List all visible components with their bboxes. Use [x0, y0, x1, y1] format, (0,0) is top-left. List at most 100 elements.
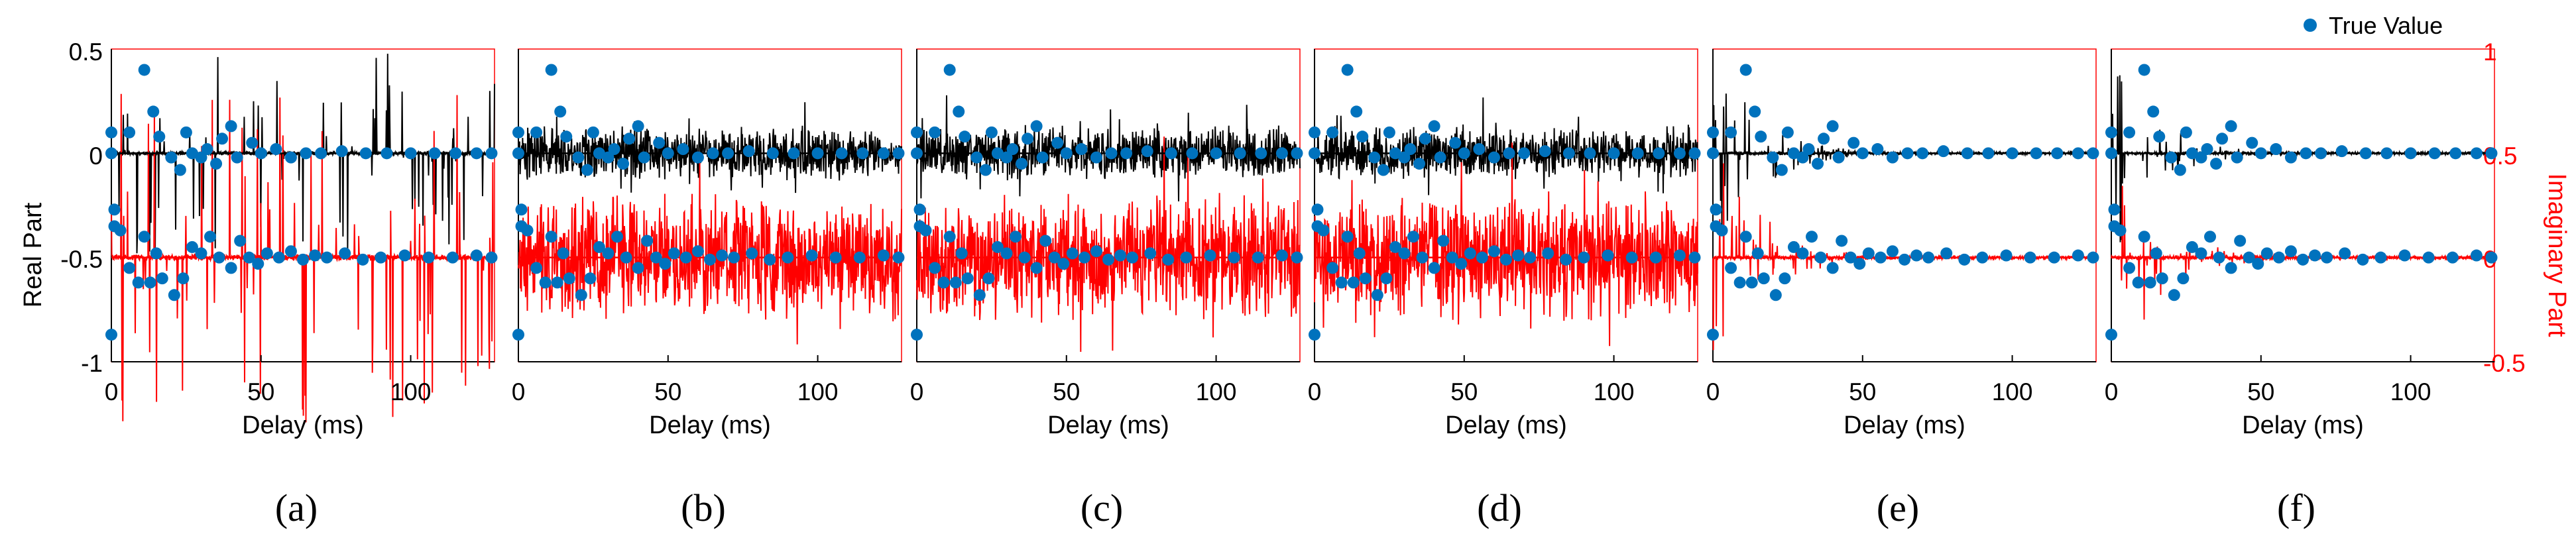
true-value-point-real [1377, 164, 1389, 176]
true-value-point-real [1755, 131, 1767, 143]
true-value-point-real [2201, 143, 2213, 156]
true-value-point-real [707, 147, 719, 160]
true-value-point-imag [1347, 276, 1360, 289]
true-value-point-imag [2213, 251, 2225, 264]
true-value-point-real [195, 151, 207, 164]
true-value-point-real [1707, 126, 1719, 138]
true-value-point-real [255, 147, 267, 160]
true-value-point-real [1356, 131, 1369, 143]
true-value-point-real [1818, 133, 1830, 145]
true-value-point-imag [1010, 231, 1022, 243]
true-value-point-real [2216, 133, 2229, 145]
true-value-point-real [722, 147, 734, 160]
true-value-point-imag [2156, 272, 2168, 285]
true-value-point-imag [1602, 249, 1614, 262]
true-value-point-real [593, 147, 605, 160]
true-value-point-imag [764, 253, 776, 266]
true-value-point-imag [853, 251, 866, 264]
true-value-point-imag [1649, 251, 1662, 264]
true-value-point-real [180, 126, 192, 138]
true-value-point-imag [782, 251, 794, 264]
true-value-point-imag [1291, 251, 1303, 264]
true-value-point-real [1847, 136, 1860, 149]
true-value-point-imag [961, 272, 974, 285]
true-value-point-real [1368, 151, 1381, 164]
panel-label: (a) [275, 486, 318, 529]
true-value-point-imag [829, 251, 842, 264]
true-value-point-real [1781, 126, 1794, 138]
true-value-point-imag [138, 231, 150, 243]
true-value-point-imag [1371, 289, 1383, 301]
true-value-point-real [911, 147, 923, 160]
true-value-point-real [2123, 126, 2136, 138]
true-value-point-imag [1853, 258, 1866, 270]
true-value-point-real [2108, 203, 2121, 216]
true-value-point-real [1739, 64, 1752, 76]
true-value-point-imag [1886, 245, 1899, 258]
true-value-point-imag [1578, 251, 1590, 264]
true-value-point-imag [1018, 251, 1031, 264]
true-value-point-real [2030, 147, 2042, 160]
true-value-point-imag [144, 276, 156, 289]
true-value-point-real [284, 151, 297, 164]
true-value-point-imag [2252, 258, 2264, 270]
true-value-point-imag [1416, 251, 1429, 264]
x-tick-label: 50 [1053, 378, 1080, 405]
true-value-point-imag [213, 251, 225, 264]
true-value-point-real [1787, 147, 1800, 160]
true-value-point-real [1434, 151, 1446, 164]
true-value-point-imag [2357, 253, 2369, 266]
series-real-estimate [518, 102, 902, 193]
true-value-point-real [1901, 147, 1914, 160]
true-value-point-imag [1090, 245, 1102, 258]
true-value-point-real [246, 136, 259, 149]
true-value-point-imag [2225, 262, 2237, 274]
true-value-point-imag [704, 253, 716, 266]
true-value-point-real [1105, 147, 1118, 160]
true-value-point-real [300, 147, 312, 160]
true-value-point-imag [1228, 251, 1240, 264]
true-value-point-imag [1341, 231, 1354, 243]
true-value-point-imag [679, 251, 692, 264]
true-value-point-real [1413, 158, 1426, 170]
true-value-point-imag [877, 249, 890, 262]
series-imag-estimate [2111, 186, 2495, 320]
x-axis-label: Delay (ms) [1445, 411, 1567, 439]
true-value-point-real [1051, 136, 1064, 149]
true-value-point-real [911, 126, 923, 138]
true-value-point-imag [1380, 272, 1393, 285]
true-value-point-real [2147, 105, 2160, 118]
true-value-point-imag [659, 258, 672, 270]
true-value-point-real [1562, 147, 1575, 160]
true-value-point-real [1291, 147, 1303, 160]
true-value-point-imag [2422, 251, 2435, 264]
true-value-point-real [105, 126, 117, 138]
true-value-point-imag [1144, 247, 1157, 260]
true-value-point-real [856, 147, 869, 160]
true-value-point-imag [1446, 251, 1458, 264]
true-value-point-real [1036, 151, 1049, 164]
true-value-point-imag [234, 235, 247, 247]
true-value-point-imag [521, 224, 534, 237]
true-value-point-real [2210, 158, 2223, 170]
true-value-point-real [1449, 136, 1462, 149]
true-value-point-imag [297, 253, 309, 266]
true-value-point-real [165, 151, 178, 164]
true-value-point-real [147, 105, 160, 118]
true-value-point-real [1832, 151, 1845, 164]
true-value-point-real [560, 131, 573, 143]
true-value-point-real [530, 126, 543, 138]
true-value-point-real [2428, 147, 2441, 160]
true-value-point-real [1141, 145, 1153, 158]
true-value-point-real [835, 147, 848, 160]
panel-f: 0 50 100 Delay (ms) (f) [2105, 48, 2498, 529]
true-value-point-real [470, 147, 483, 160]
true-value-point-imag [929, 262, 941, 274]
true-value-point-real [2449, 147, 2462, 160]
true-value-point-imag [1455, 258, 1468, 270]
true-value-point-real [1503, 147, 1515, 160]
true-value-point-real [581, 164, 593, 176]
true-value-point-real [742, 145, 755, 158]
true-value-point-real [153, 131, 166, 143]
